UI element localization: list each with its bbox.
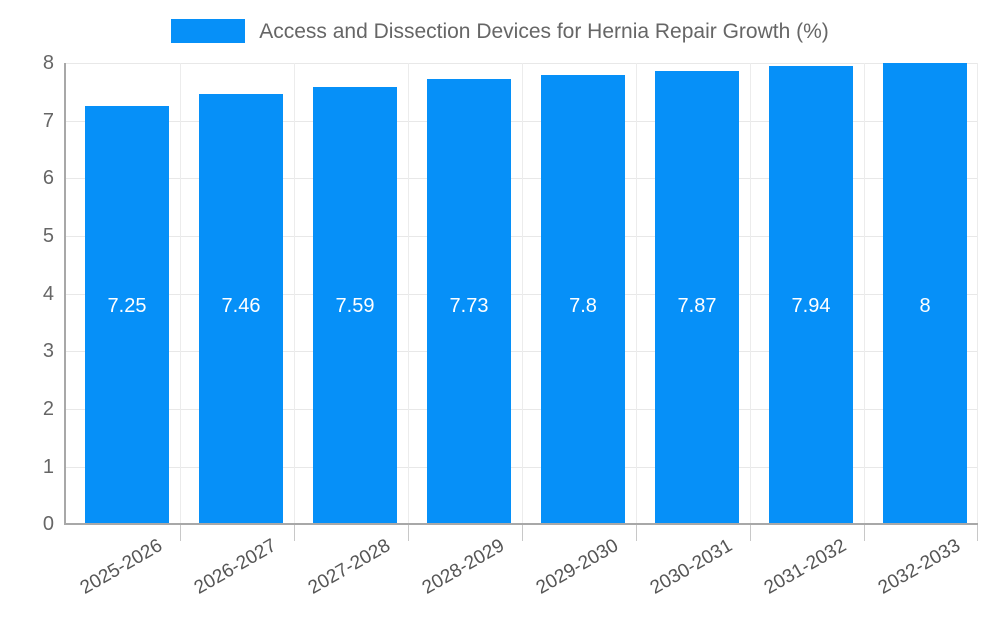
y-axis-labels: 8 7 6 5 4 3 2 1 0 xyxy=(0,0,54,600)
legend-color-swatch-icon xyxy=(171,19,246,43)
legend-label: Access and Dissection Devices for Hernia… xyxy=(259,19,829,43)
plot-area: 7.25 7.46 7.59 7.73 7.8 7.87 7.94 8 xyxy=(66,63,978,524)
y-axis-tick-label: 4 xyxy=(42,282,54,305)
bar-2027-2028[interactable]: 7.59 xyxy=(313,86,397,524)
x-axis-tick xyxy=(864,525,865,541)
gridline-vertical xyxy=(864,63,865,524)
bar-2026-2027[interactable]: 7.46 xyxy=(199,94,283,524)
gridline-vertical xyxy=(294,63,295,524)
x-axis-tick xyxy=(977,525,978,541)
bar-value-label: 7.25 xyxy=(107,295,147,318)
bar-2028-2029[interactable]: 7.73 xyxy=(427,78,511,524)
bar-value-label: 7.94 xyxy=(791,295,831,317)
gridline-vertical xyxy=(180,63,181,524)
bar-value-label: 7.87 xyxy=(677,295,717,317)
y-axis-tick-label: 5 xyxy=(42,225,54,247)
y-axis-tick-label: 8 xyxy=(42,52,54,74)
y-axis-tick-label: 6 xyxy=(42,167,54,190)
gridline-vertical xyxy=(636,63,637,524)
y-axis-tick-label: 7 xyxy=(42,109,54,132)
y-axis-tick-label: 0 xyxy=(42,513,54,535)
x-axis-tick xyxy=(294,525,295,541)
gridline-vertical xyxy=(977,63,978,524)
x-axis-tick xyxy=(408,525,409,541)
bar-2030-2031[interactable]: 7.87 xyxy=(655,70,739,524)
x-axis-tick xyxy=(750,525,751,541)
chart-legend: Access and Dissection Devices for Hernia… xyxy=(0,10,1000,52)
bar-value-label: 7.59 xyxy=(335,295,375,317)
bar-2025-2026[interactable]: 7.25 xyxy=(85,106,169,524)
gridline-vertical xyxy=(522,63,523,524)
y-axis-tick-label: 2 xyxy=(42,398,54,420)
y-axis-tick-label: 1 xyxy=(42,455,54,478)
bar-2031-2032[interactable]: 7.94 xyxy=(769,66,853,524)
y-axis-tick-label: 3 xyxy=(42,340,54,363)
bar-value-label: 7.73 xyxy=(449,295,489,317)
bar-chart: Access and Dissection Devices for Hernia… xyxy=(0,0,1000,600)
legend-item-series-1[interactable]: Access and Dissection Devices for Hernia… xyxy=(171,19,829,43)
bar-value-label: 7.8 xyxy=(569,295,597,317)
x-axis-tick xyxy=(180,525,181,541)
gridline-vertical xyxy=(408,63,409,524)
x-axis-tick xyxy=(522,525,523,541)
x-axis-tick xyxy=(636,525,637,541)
x-axis-line xyxy=(64,523,978,525)
y-axis-line xyxy=(64,63,66,525)
gridline-vertical xyxy=(750,63,751,524)
bar-value-label: 8 xyxy=(919,295,931,317)
bar-2029-2030[interactable]: 7.8 xyxy=(541,74,625,524)
bar-2032-2033[interactable]: 8 xyxy=(883,63,967,524)
bar-value-label: 7.46 xyxy=(221,295,261,317)
